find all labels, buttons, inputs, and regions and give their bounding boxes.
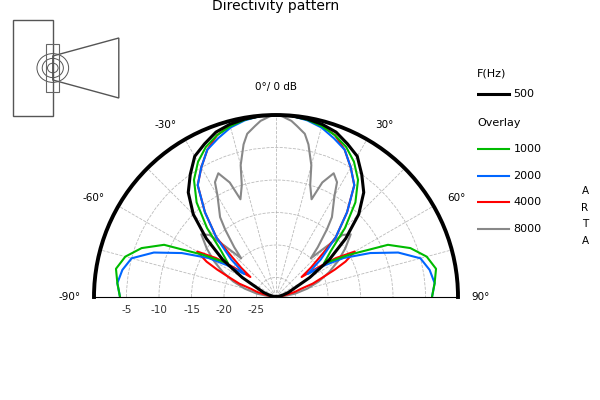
Text: 4000: 4000 xyxy=(514,197,542,207)
Text: -60°: -60° xyxy=(82,193,104,203)
Text: 30°: 30° xyxy=(375,120,394,130)
Text: -90°: -90° xyxy=(59,292,81,302)
Text: 8000: 8000 xyxy=(514,224,542,234)
Text: 1000: 1000 xyxy=(514,144,541,154)
Text: 500: 500 xyxy=(514,89,535,99)
Text: 90°: 90° xyxy=(471,292,490,302)
Text: 2000: 2000 xyxy=(514,171,542,181)
Title: Directivity pattern: Directivity pattern xyxy=(212,0,340,13)
Text: 0°/ 0 dB: 0°/ 0 dB xyxy=(255,82,297,92)
Text: Overlay: Overlay xyxy=(477,118,521,128)
Text: A
R
T
A: A R T A xyxy=(581,186,589,246)
Text: F(Hz): F(Hz) xyxy=(477,68,506,78)
Text: -30°: -30° xyxy=(155,120,177,130)
Text: 60°: 60° xyxy=(448,193,466,203)
